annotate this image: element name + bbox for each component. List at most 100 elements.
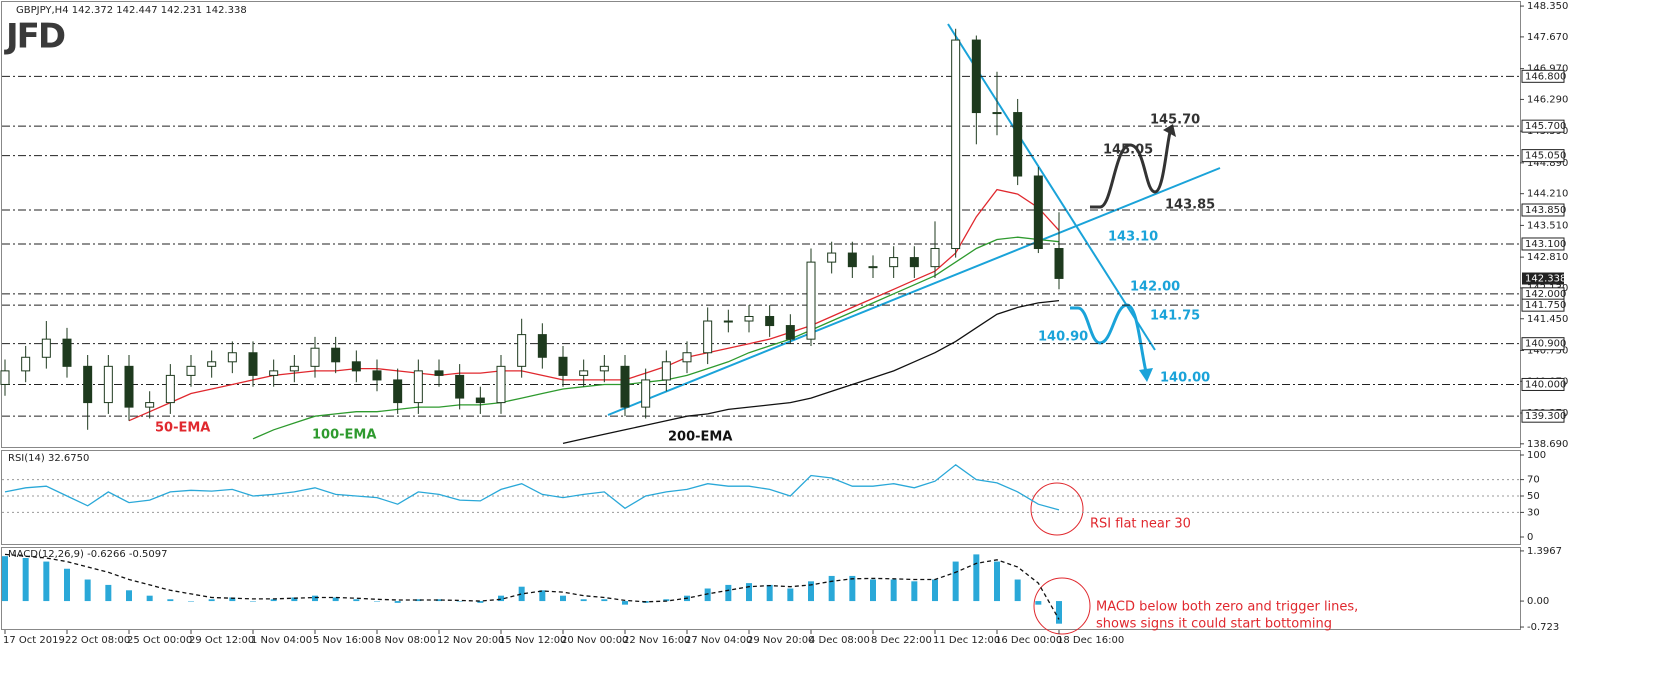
candle-body xyxy=(289,365,299,372)
macd-bar xyxy=(146,595,153,602)
ema-label: 100-EMA xyxy=(312,428,376,443)
level-label: 143.100 xyxy=(1525,239,1566,250)
macd-bar xyxy=(477,601,484,603)
candle-body xyxy=(992,112,1002,115)
x-tick-label: 5 Nov 16:00 xyxy=(313,635,374,646)
macd-bar xyxy=(250,601,256,602)
x-tick-label: 27 Nov 04:00 xyxy=(685,635,752,646)
macd-bar xyxy=(1014,579,1021,602)
level-label: 139.300 xyxy=(1525,411,1566,422)
last-price-label: 142.338 xyxy=(1525,274,1566,285)
price-annotation: 140.90 xyxy=(1038,330,1088,345)
macd-bar xyxy=(291,597,298,602)
macd-bar xyxy=(932,579,938,602)
arrowhead xyxy=(1163,124,1176,137)
x-tick-label: 18 Dec 16:00 xyxy=(1057,635,1124,646)
y-tick-label: 148.350 xyxy=(1527,1,1568,12)
macd-bar xyxy=(973,554,980,602)
macd-title: MACD(12,26,9) -0.6266 -0.5097 xyxy=(8,549,168,560)
macd-note: shows signs it could start bottoming xyxy=(1096,617,1332,632)
y-tick-label: 1.3967 xyxy=(1527,546,1562,557)
candle-body xyxy=(827,252,837,263)
macd-bar xyxy=(456,601,463,602)
candle-body xyxy=(785,325,795,340)
level-label-box xyxy=(1521,69,1565,83)
x-tick-label: 15 Nov 12:00 xyxy=(499,635,566,646)
y-tick-label: 146.290 xyxy=(1527,94,1568,105)
macd-bar xyxy=(43,561,50,602)
macd-bar xyxy=(994,561,1000,602)
level-label: 145.700 xyxy=(1525,121,1566,132)
level-label-box xyxy=(1521,203,1565,217)
macd-bar xyxy=(394,601,401,603)
rsi-line xyxy=(4,463,1060,511)
x-tick-label: 17 Oct 2019 xyxy=(3,635,65,646)
candle-body xyxy=(248,352,258,376)
candle-body xyxy=(909,257,919,268)
candle-body xyxy=(475,397,485,404)
x-tick-label: 22 Oct 08:00 xyxy=(65,635,130,646)
macd-bar xyxy=(952,561,959,602)
logo: JFD xyxy=(4,17,65,57)
candle-body xyxy=(661,361,671,381)
level-label: 140.000 xyxy=(1525,379,1566,390)
macd-note: MACD below both zero and trigger lines, xyxy=(1096,600,1358,615)
level-label: 140.900 xyxy=(1525,339,1566,350)
x-tick-label: 20 Nov 00:00 xyxy=(561,635,628,646)
candle-body xyxy=(145,402,155,408)
x-tick-label: 29 Nov 20:00 xyxy=(747,635,814,646)
level-label: 146.800 xyxy=(1525,71,1566,82)
y-tick-label: 147.670 xyxy=(1527,32,1568,43)
candle-body xyxy=(331,347,341,363)
price-annotation: 140.00 xyxy=(1160,371,1210,386)
ema-line xyxy=(562,299,1060,445)
rsi-note: RSI flat near 30 xyxy=(1090,517,1191,532)
macd-bar xyxy=(84,579,91,602)
y-tick-label: 50 xyxy=(1527,491,1540,502)
x-tick-label: 22 Nov 16:00 xyxy=(623,635,690,646)
candle-body xyxy=(1033,175,1043,250)
candle-body xyxy=(599,365,609,372)
y-tick-label: 30 xyxy=(1527,507,1540,518)
macd-bar xyxy=(229,597,236,602)
macd-bar xyxy=(580,599,587,602)
ema-label: 200-EMA xyxy=(668,430,732,445)
price-annotation: 141.75 xyxy=(1150,309,1200,324)
macd-bar xyxy=(725,584,732,602)
y-tick-label: 140.750 xyxy=(1527,345,1568,356)
candle-body xyxy=(1054,248,1064,279)
macd-bar xyxy=(270,599,277,602)
candle-body xyxy=(103,365,113,404)
macd-panel xyxy=(1,547,1521,630)
candle-body xyxy=(641,379,651,408)
x-tick-label: 4 Dec 08:00 xyxy=(809,635,870,646)
level-label-box xyxy=(1521,377,1565,391)
macd-bar xyxy=(105,584,112,602)
y-tick-label: 146.970 xyxy=(1527,64,1568,75)
macd-bar xyxy=(787,588,794,602)
macd-bar xyxy=(890,579,897,602)
macd-bar xyxy=(704,588,711,602)
ema-line xyxy=(252,236,1060,440)
level-label-box xyxy=(1521,119,1565,133)
candle-body xyxy=(269,370,279,376)
price-annotation: 145.05 xyxy=(1103,143,1153,158)
macd-bar xyxy=(332,597,339,602)
macd-bar xyxy=(622,601,628,605)
macd-bar xyxy=(498,595,504,602)
candle-body xyxy=(21,356,31,372)
candle-body xyxy=(186,365,196,376)
macd-bar xyxy=(849,575,856,602)
macd-bar xyxy=(64,568,70,602)
candle-body xyxy=(83,365,93,404)
candle-body xyxy=(868,266,878,269)
macd-bar xyxy=(1056,601,1062,624)
level-label: 141.750 xyxy=(1525,300,1566,311)
macd-bar xyxy=(353,599,360,602)
macd-bar xyxy=(808,581,814,602)
main-panel xyxy=(1,1,1521,448)
candle-body xyxy=(41,338,51,358)
price-annotation: 143.10 xyxy=(1108,230,1158,245)
candle-body xyxy=(310,347,320,367)
